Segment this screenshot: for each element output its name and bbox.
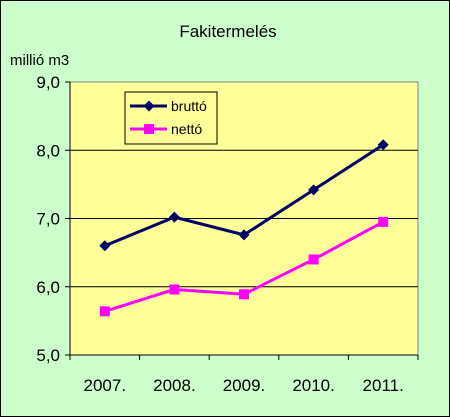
x-tick-label: 2007. bbox=[84, 376, 127, 395]
legend-box bbox=[124, 91, 218, 145]
x-tick-label: 2011. bbox=[363, 376, 404, 395]
legend: bruttó nettó bbox=[124, 91, 218, 145]
y-tick-label: 8,0 bbox=[36, 141, 60, 160]
data-point-square bbox=[239, 289, 249, 300]
y-tick-label: 5,0 bbox=[36, 346, 60, 365]
legend-marker-netto bbox=[144, 124, 154, 134]
y-tick-label: 9,0 bbox=[36, 73, 60, 92]
x-tick-label: 2010. bbox=[292, 376, 335, 395]
data-point-diamond bbox=[377, 139, 389, 151]
data-point-square bbox=[169, 284, 180, 295]
series-layer bbox=[99, 139, 389, 317]
y-axis-label: millió m3 bbox=[10, 52, 69, 69]
legend-label-brutto: bruttó bbox=[171, 98, 207, 114]
y-tick-label: 7,0 bbox=[36, 210, 60, 229]
y-tick-label: 6,0 bbox=[36, 278, 60, 297]
chart-title: Fakitermelés bbox=[179, 22, 276, 41]
data-point-diamond bbox=[308, 184, 320, 196]
data-point-square bbox=[378, 216, 389, 227]
data-point-diamond bbox=[238, 229, 250, 241]
data-point-square bbox=[308, 254, 319, 265]
legend-label-netto: nettó bbox=[171, 121, 202, 137]
x-tick-label: 2009. bbox=[223, 376, 266, 395]
legend-marker-brutto bbox=[143, 100, 155, 112]
axes: 5,0 6,0 7,0 8,0 9,0 2007. 2008. 2009. 2010. 2011. bbox=[36, 73, 419, 395]
x-tick-label: 2008. bbox=[153, 376, 196, 395]
data-point-diamond bbox=[99, 240, 111, 252]
grid-lines bbox=[70, 149, 418, 288]
data-point-diamond bbox=[168, 211, 180, 223]
data-point-square bbox=[99, 306, 110, 317]
